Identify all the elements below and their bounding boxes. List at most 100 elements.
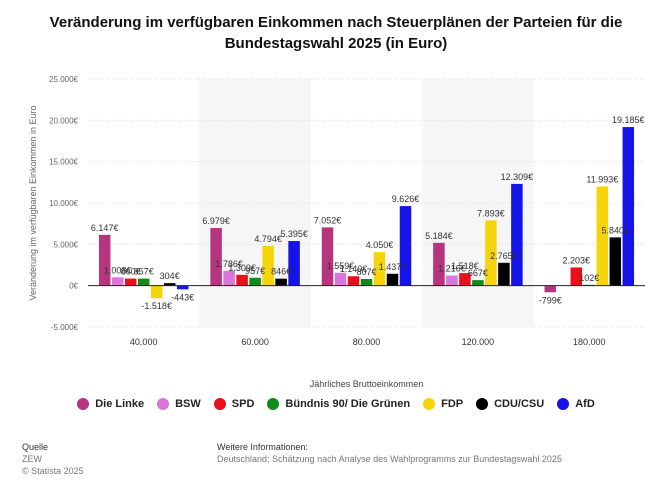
legend-item-b-ndnis-90-die-gr-nen[interactable]: Bündnis 90/ Die Grünen xyxy=(267,398,410,410)
data-label: 1.008€ xyxy=(104,265,132,275)
data-label: 1.309€ xyxy=(228,263,256,273)
legend-label: Bündnis 90/ Die Grünen xyxy=(285,398,411,410)
bar-cdu-csu-2 xyxy=(386,273,399,286)
data-label: 7.893€ xyxy=(477,208,505,218)
bar-bsw-0 xyxy=(111,277,124,286)
legend-label: AfD xyxy=(575,398,595,410)
category-band-1 xyxy=(199,79,311,327)
bar-b-ndnis-90-die-gr-nen-2 xyxy=(360,278,373,286)
legend-marker-icon xyxy=(213,398,226,410)
bar-spd-2 xyxy=(347,276,360,286)
legend-item-afd[interactable]: AfD xyxy=(557,398,595,410)
data-label: 4.794€ xyxy=(254,234,282,244)
legend-label: CDU/CSU xyxy=(494,398,545,410)
legend-marker-icon xyxy=(423,398,436,410)
data-label: -443€ xyxy=(171,292,194,302)
data-label: 11.993€ xyxy=(586,175,618,185)
bar-fdp-1 xyxy=(262,246,274,286)
legend: Die Linke BSW SPD Bündnis 90/ Die Grünen FDP… xyxy=(0,398,672,410)
data-label: 12.309€ xyxy=(501,172,534,182)
data-label: 2.765€ xyxy=(490,251,518,261)
bar-bsw-3 xyxy=(446,275,458,286)
bar-die-linke-3 xyxy=(433,242,445,286)
bar-afd-0 xyxy=(176,285,189,290)
bar-fdp-0 xyxy=(150,285,163,299)
data-label: 1.559€ xyxy=(327,261,355,271)
data-label: 5.184€ xyxy=(425,231,453,241)
data-label: 807€ xyxy=(356,267,376,277)
bar-fdp-3 xyxy=(485,220,497,286)
chart-title: Veränderung im verfügbaren Einkommen nac… xyxy=(0,12,672,54)
legend-marker-icon xyxy=(77,398,90,410)
data-label: 5.840€ xyxy=(602,225,630,235)
bar-die-linke-4 xyxy=(544,285,557,293)
bar-bsw-2 xyxy=(334,272,347,286)
data-label: 1.216€ xyxy=(438,264,466,274)
x-tick-label: 180.000 xyxy=(573,337,606,347)
data-label: 6.979€ xyxy=(202,216,230,226)
bar-fdp-4 xyxy=(596,186,609,286)
y-axis-ticks: -5.000€ 0€ 5.000€ 10.000€ 15.000€ 20.000€ 25.0… xyxy=(49,75,78,332)
data-label: 1.518€ xyxy=(451,261,479,271)
data-label: 667€ xyxy=(468,268,488,278)
bar-die-linke-2 xyxy=(321,227,334,286)
bar-spd-3 xyxy=(459,273,471,286)
data-label: 6.147€ xyxy=(91,223,119,233)
bar-fdp-2 xyxy=(373,252,386,286)
legend-item-bsw[interactable]: BSW xyxy=(157,398,201,410)
y-tick-label: 15.000€ xyxy=(49,158,78,167)
x-axis-label: Jährliches Bruttoeinkommen xyxy=(310,379,424,389)
bar-cdu-csu-3 xyxy=(498,262,510,286)
bar-afd-4 xyxy=(622,127,635,286)
x-tick-label: 40.000 xyxy=(130,337,158,347)
y-tick-label: 25.000€ xyxy=(49,75,78,84)
data-label: 5.395€ xyxy=(280,229,308,239)
bar-cdu-csu-1 xyxy=(275,278,287,286)
data-label: -799€ xyxy=(539,295,562,305)
legend-marker-icon xyxy=(267,398,280,410)
legend-marker-icon xyxy=(157,398,170,410)
bars xyxy=(98,127,635,299)
data-label: 304€ xyxy=(160,271,180,281)
data-label: 846€ xyxy=(271,267,291,277)
x-axis-ticks: 40.000 60.000 80.000 120.000 180.000 xyxy=(130,337,606,347)
data-label: 860€ xyxy=(121,267,141,277)
data-label: -1.518€ xyxy=(141,301,172,311)
legend-label: SPD xyxy=(231,398,255,410)
y-tick-label: -5.000€ xyxy=(51,323,79,332)
legend-item-cdu-csu[interactable]: CDU/CSU xyxy=(476,398,544,410)
bar-b-ndnis-90-die-gr-nen-0 xyxy=(137,278,150,286)
legend-marker-icon xyxy=(476,398,489,410)
legend-item-spd[interactable]: SPD xyxy=(213,398,255,410)
bar-cdu-csu-0 xyxy=(163,283,176,286)
data-label: 1.786€ xyxy=(215,259,243,269)
bar-afd-3 xyxy=(511,183,523,286)
source-heading: Quelle xyxy=(22,442,49,452)
bar-bsw-1 xyxy=(223,270,235,286)
bar-spd-1 xyxy=(236,274,248,286)
legend-label: Die Linke xyxy=(95,398,145,410)
data-label: 957€ xyxy=(245,266,265,276)
bar-b-ndnis-90-die-gr-nen-1 xyxy=(249,277,261,286)
copyright: © Statista 2025 xyxy=(22,466,84,476)
legend-item-die-linke[interactable]: Die Linke xyxy=(77,398,144,410)
data-label: 7.052€ xyxy=(314,215,342,225)
source-name: ZEW xyxy=(22,454,42,464)
data-label: 19.185€ xyxy=(612,115,645,125)
gridlines xyxy=(88,78,645,328)
chart-title-line-2: Bundestagswahl 2025 (in Euro) xyxy=(224,35,448,52)
y-tick-label: 10.000€ xyxy=(49,199,78,208)
bar-die-linke-0 xyxy=(98,234,111,286)
bar-cdu-csu-4 xyxy=(609,237,622,286)
bar-die-linke-1 xyxy=(210,227,222,286)
legend-label: BSW xyxy=(175,398,201,410)
x-tick-label: 120.000 xyxy=(462,337,495,347)
legend-item-fdp[interactable]: FDP xyxy=(423,398,463,410)
data-label: 1.140€ xyxy=(340,264,368,274)
data-label: 2.203€ xyxy=(563,255,591,265)
legend-label: FDP xyxy=(441,398,464,410)
bar-spd-0 xyxy=(124,278,137,286)
info-text: Deutschland; Schätzung nach Analyse des … xyxy=(217,454,562,464)
bar-afd-2 xyxy=(399,206,412,286)
info-heading: Weitere Informationen: xyxy=(217,442,308,452)
